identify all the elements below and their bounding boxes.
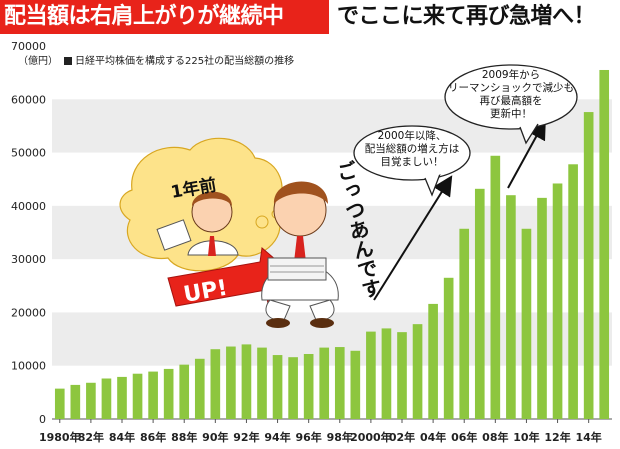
- bar-2010: [521, 228, 532, 419]
- annotation-2009: 2009年から リーマンショックで減少も 再び最高額を 更新中！: [448, 69, 574, 120]
- y-tick-label: 30000: [11, 253, 46, 266]
- x-tick-label: 2000年: [350, 430, 392, 444]
- paper-stack-icon: [267, 257, 327, 281]
- x-tick-label: 04年: [420, 430, 446, 444]
- bar-2007: [474, 188, 485, 419]
- envelope-icon: [156, 219, 192, 251]
- y-axis-unit: （億円）: [18, 56, 58, 67]
- x-tick-label: 12年: [544, 430, 570, 444]
- y-tick-label: 10000: [11, 360, 46, 373]
- x-tick-label: 08年: [482, 430, 508, 444]
- bar-1997: [319, 347, 330, 419]
- x-tick-label: 1980年: [39, 430, 81, 444]
- chart-title: 日経平均株価を構成する225社の配当総額の推移: [64, 52, 294, 67]
- callout-bubble-2: [444, 64, 578, 145]
- bar-2014: [583, 112, 594, 419]
- bar-1981: [70, 384, 81, 419]
- y-tick-label: 50000: [11, 147, 46, 160]
- bar-2013: [568, 164, 578, 419]
- title-highlight: 配当額は右肩上がりが継続中: [0, 0, 329, 34]
- bar-2012: [552, 183, 563, 419]
- bar-2001: [381, 328, 392, 419]
- y-tick-label: 60000: [11, 93, 46, 106]
- illustration: 1年前 UP!: [119, 137, 339, 328]
- x-tick-label: 02年: [389, 430, 415, 444]
- bar-1982: [86, 382, 96, 419]
- trend-arrow-2000: [373, 175, 453, 301]
- chart-title-text: 日経平均株価を構成する225社の配当総額の推移: [75, 56, 295, 67]
- y-tick-label: 70000: [11, 40, 46, 53]
- bar-2003: [412, 324, 423, 419]
- bar-1987: [163, 368, 174, 419]
- annotation-2000: 2000年以降、 配当総額の増え方は 目覚ましい！: [364, 130, 460, 168]
- bar-2004: [428, 303, 438, 419]
- x-tick-label: 92年: [233, 430, 259, 444]
- x-tick-label: 94年: [264, 430, 290, 444]
- y-tick-label: 0: [39, 413, 46, 426]
- bar-1992: [241, 344, 252, 419]
- title-bar: 配当額は右肩上がりが継続中 でここに来て再び急増へ！: [0, 0, 620, 34]
- bar-1986: [148, 371, 158, 419]
- x-tick-label: 96年: [296, 430, 322, 444]
- bar-2009: [506, 195, 516, 419]
- title-rest: でここに来て再び急増へ！: [337, 4, 596, 29]
- callout-bubble-1: [353, 125, 471, 197]
- bar-2000: [366, 331, 376, 419]
- x-tick-label: 06年: [451, 430, 477, 444]
- bar-1999: [350, 350, 361, 419]
- x-tick-label: 88年: [171, 430, 197, 444]
- x-tick-label: 14年: [576, 430, 602, 444]
- bar-2015: [599, 69, 610, 419]
- x-tick-label: 82年: [78, 430, 104, 444]
- bar-1983: [101, 378, 112, 419]
- bar-1980: [54, 388, 65, 419]
- bar-1991: [226, 346, 236, 419]
- x-tick-label: 10年: [513, 430, 539, 444]
- bar-1989: [194, 358, 205, 419]
- bar-2011: [537, 197, 547, 419]
- bar-1990: [210, 349, 221, 419]
- x-tick-label: 90年: [202, 430, 228, 444]
- bar-1985: [132, 373, 143, 419]
- bar-1995: [288, 357, 298, 419]
- bar-2002: [397, 332, 407, 419]
- bar-2005: [443, 277, 454, 419]
- y-axis-ticks: 0 10000 20000 30000 40000 50000 60000 70000: [11, 40, 612, 426]
- bar-2008: [490, 155, 501, 419]
- x-tick-label: 86年: [140, 430, 166, 444]
- x-tick-label: 98年: [327, 430, 353, 444]
- bar-1994: [272, 355, 283, 419]
- trend-arrow-2009: [507, 118, 546, 189]
- x-tick-label: 84年: [109, 430, 135, 444]
- bar-1993: [257, 347, 267, 419]
- y-tick-label: 20000: [11, 306, 46, 319]
- caption-square-icon: [64, 57, 72, 65]
- bar-1998: [334, 347, 345, 419]
- bar-1988: [179, 364, 190, 419]
- y-tick-label: 40000: [11, 200, 46, 213]
- bar-1996: [303, 353, 314, 419]
- bar-2006: [459, 228, 470, 419]
- chart-bars: [54, 69, 610, 419]
- bar-1984: [117, 376, 127, 419]
- trend-arrows: [373, 118, 546, 301]
